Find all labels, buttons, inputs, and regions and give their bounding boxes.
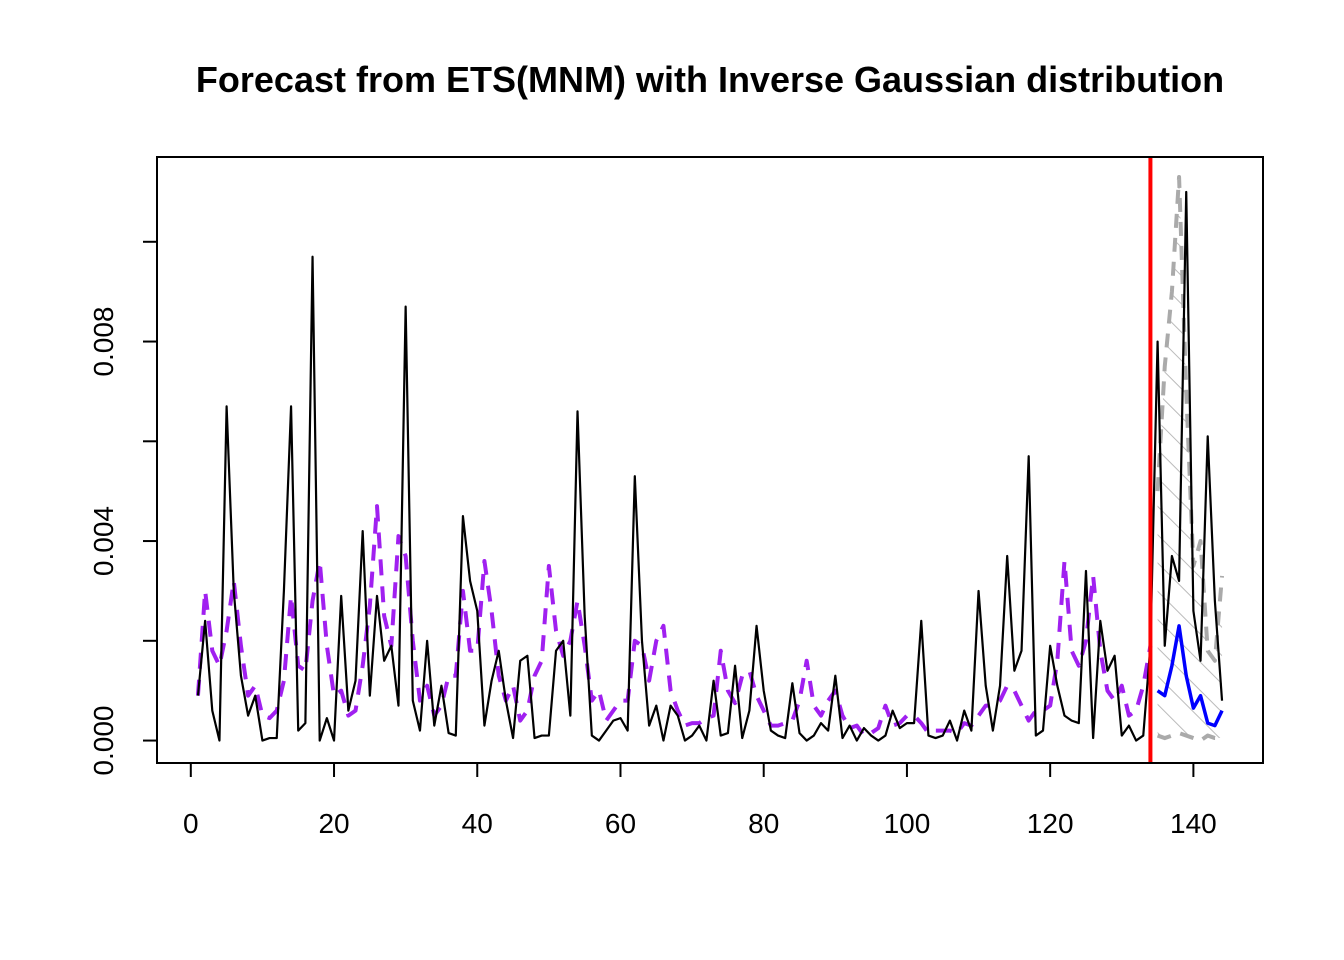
x-tick-label: 120 bbox=[1027, 808, 1074, 839]
x-axis: 0 20 40 60 80 100 120 140 bbox=[183, 762, 1217, 839]
x-tick-label: 140 bbox=[1170, 808, 1217, 839]
actual-line bbox=[196, 190, 1224, 742]
chart-title: Forecast from ETS(MNM) with Inverse Gaus… bbox=[196, 59, 1224, 100]
x-tick-label: 60 bbox=[605, 808, 636, 839]
x-tick-label: 0 bbox=[183, 808, 199, 839]
lower-interval-line bbox=[1156, 731, 1223, 743]
x-tick-label: 40 bbox=[462, 808, 493, 839]
upper-interval-line bbox=[1155, 174, 1225, 663]
x-tick-label: 100 bbox=[884, 808, 931, 839]
x-tick-label: 80 bbox=[748, 808, 779, 839]
y-tick-label: 0.000 bbox=[88, 706, 119, 776]
x-tick-label: 20 bbox=[318, 808, 349, 839]
prediction-interval-area bbox=[1157, 176, 1223, 741]
y-tick-label: 0.004 bbox=[88, 506, 119, 576]
y-axis: 0.000 0.004 0.008 bbox=[88, 240, 158, 776]
forecast-line bbox=[1156, 624, 1224, 728]
y-tick-label: 0.008 bbox=[88, 307, 119, 377]
